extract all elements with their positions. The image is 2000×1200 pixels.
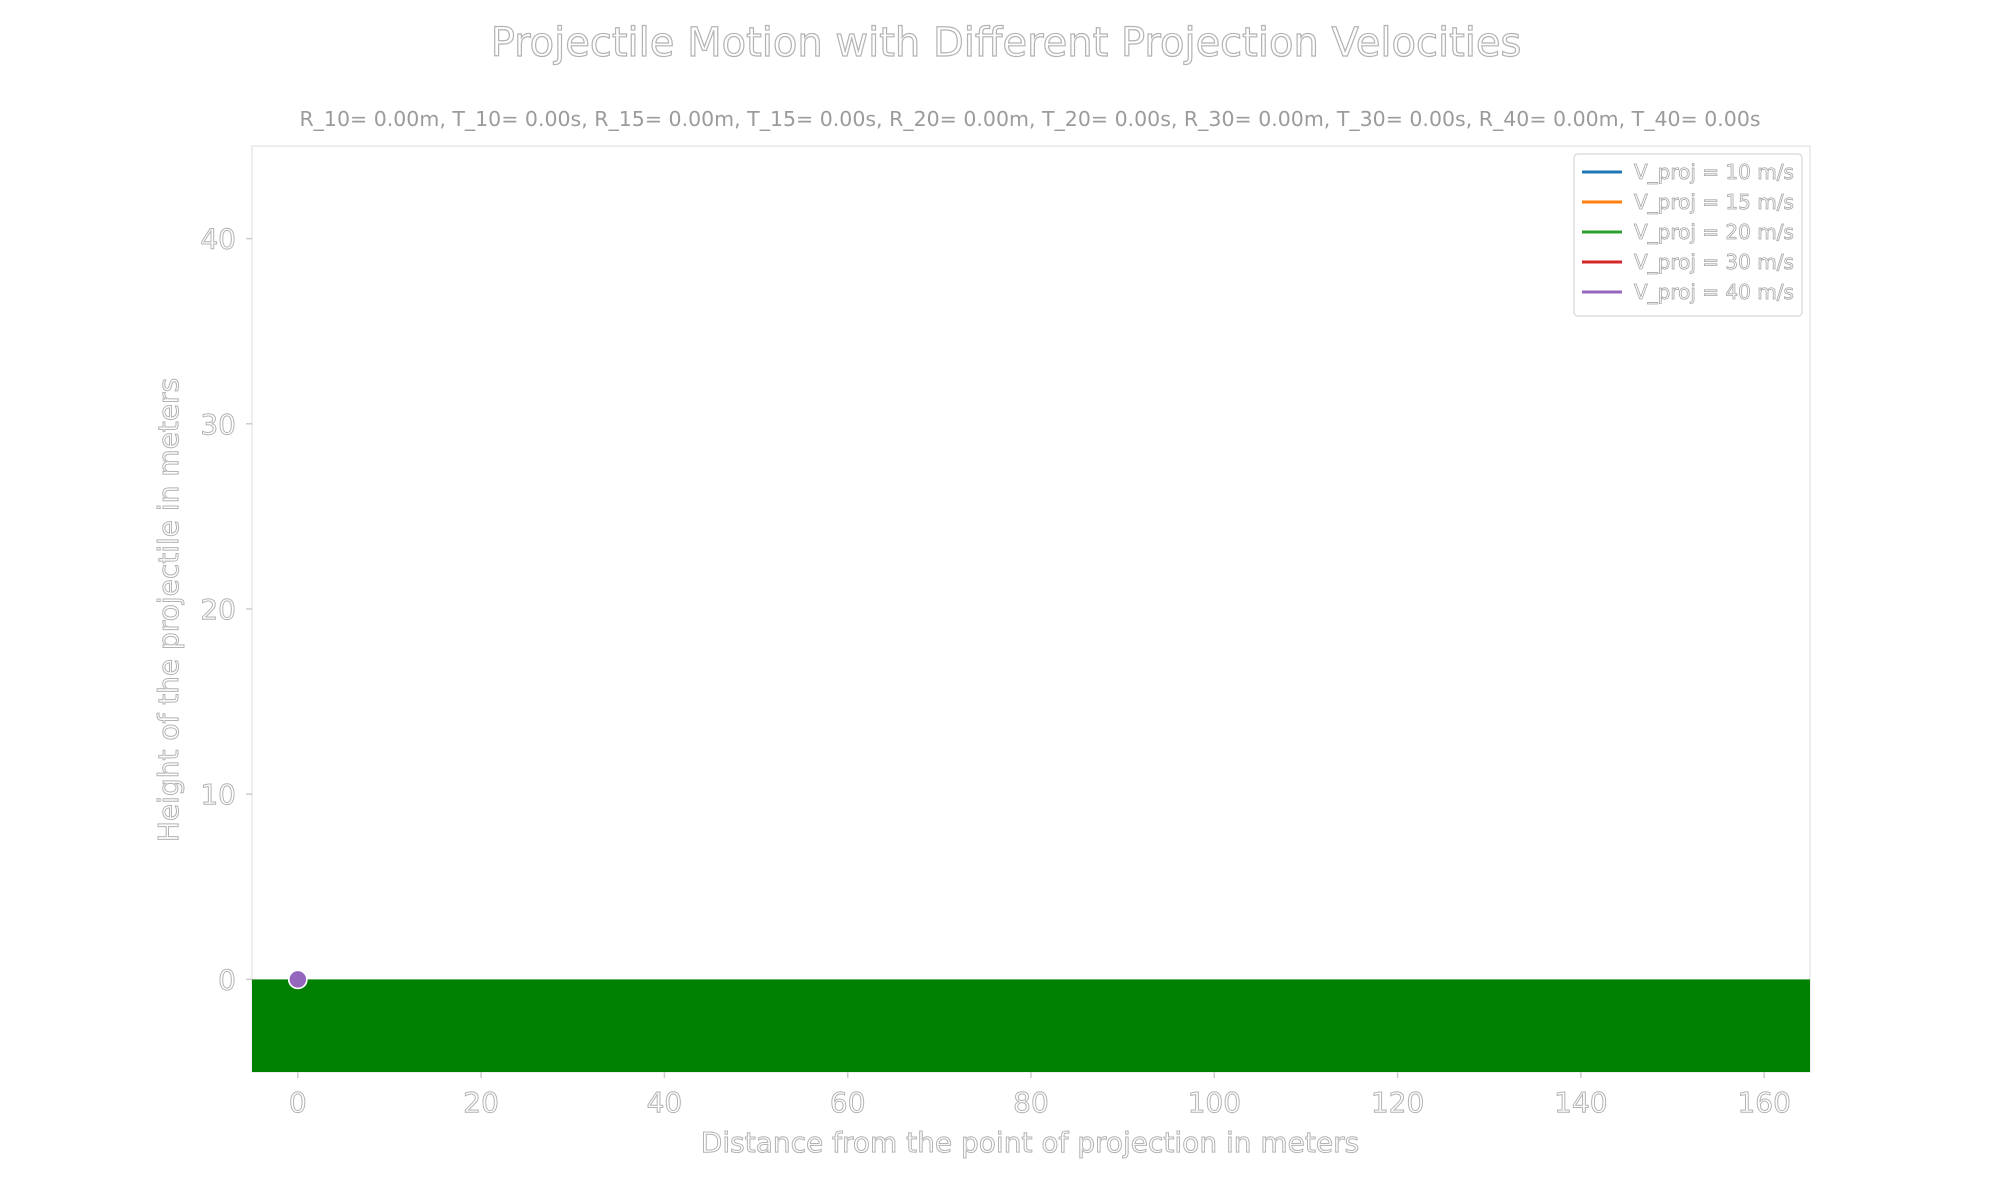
x-tick-label: 80 <box>1013 1086 1049 1119</box>
plot-frame <box>251 145 1811 1073</box>
x-tick-label: 0 <box>289 1086 307 1119</box>
x-axis-ticks: 0 20 40 60 80 100 120 140 160 <box>288 1072 1791 1120</box>
legend-box <box>1573 153 1803 317</box>
legend-label-4: V_proj = 30 m/s <box>1634 250 1794 274</box>
y-tick-label: 30 <box>200 408 236 441</box>
x-tick-label: 120 <box>1371 1086 1424 1119</box>
y-tick-label: 20 <box>200 593 236 626</box>
x-tick-label: 40 <box>647 1086 683 1119</box>
y-tick-label: 10 <box>200 778 236 811</box>
legend-label-3: V_proj = 20 m/s <box>1634 220 1794 244</box>
chart-title: Projectile Motion with Different Project… <box>491 20 1522 66</box>
plot-area <box>251 145 1811 1073</box>
series-layer <box>288 969 308 990</box>
projectile-point-5 <box>288 969 308 990</box>
chart-subtitle: R_10= 0.00m, T_10= 0.00s, R_15= 0.00m, T… <box>299 107 1760 132</box>
ground-fill <box>252 979 1810 1072</box>
legend: V_proj = 10 m/s V_proj = 15 m/s V_proj = 2… <box>1573 153 1803 317</box>
legend-label-5: V_proj = 40 m/s <box>1634 280 1794 304</box>
x-tick-label: 100 <box>1188 1086 1241 1119</box>
y-tick-label: 40 <box>200 223 236 256</box>
y-axis-ticks: 0 10 20 30 40 <box>200 222 252 997</box>
x-tick-label: 140 <box>1554 1086 1607 1119</box>
x-tick-label: 160 <box>1737 1086 1790 1119</box>
x-tick-label: 20 <box>463 1086 499 1119</box>
legend-label-1: V_proj = 10 m/s <box>1634 160 1794 184</box>
legend-label-2: V_proj = 15 m/s <box>1634 190 1794 214</box>
x-axis-label: Distance from the point of projection in… <box>701 1126 1359 1159</box>
x-tick-label: 60 <box>830 1086 866 1119</box>
y-tick-label: 0 <box>218 963 236 996</box>
y-axis-label: Height of the projectile in meters <box>152 378 185 842</box>
